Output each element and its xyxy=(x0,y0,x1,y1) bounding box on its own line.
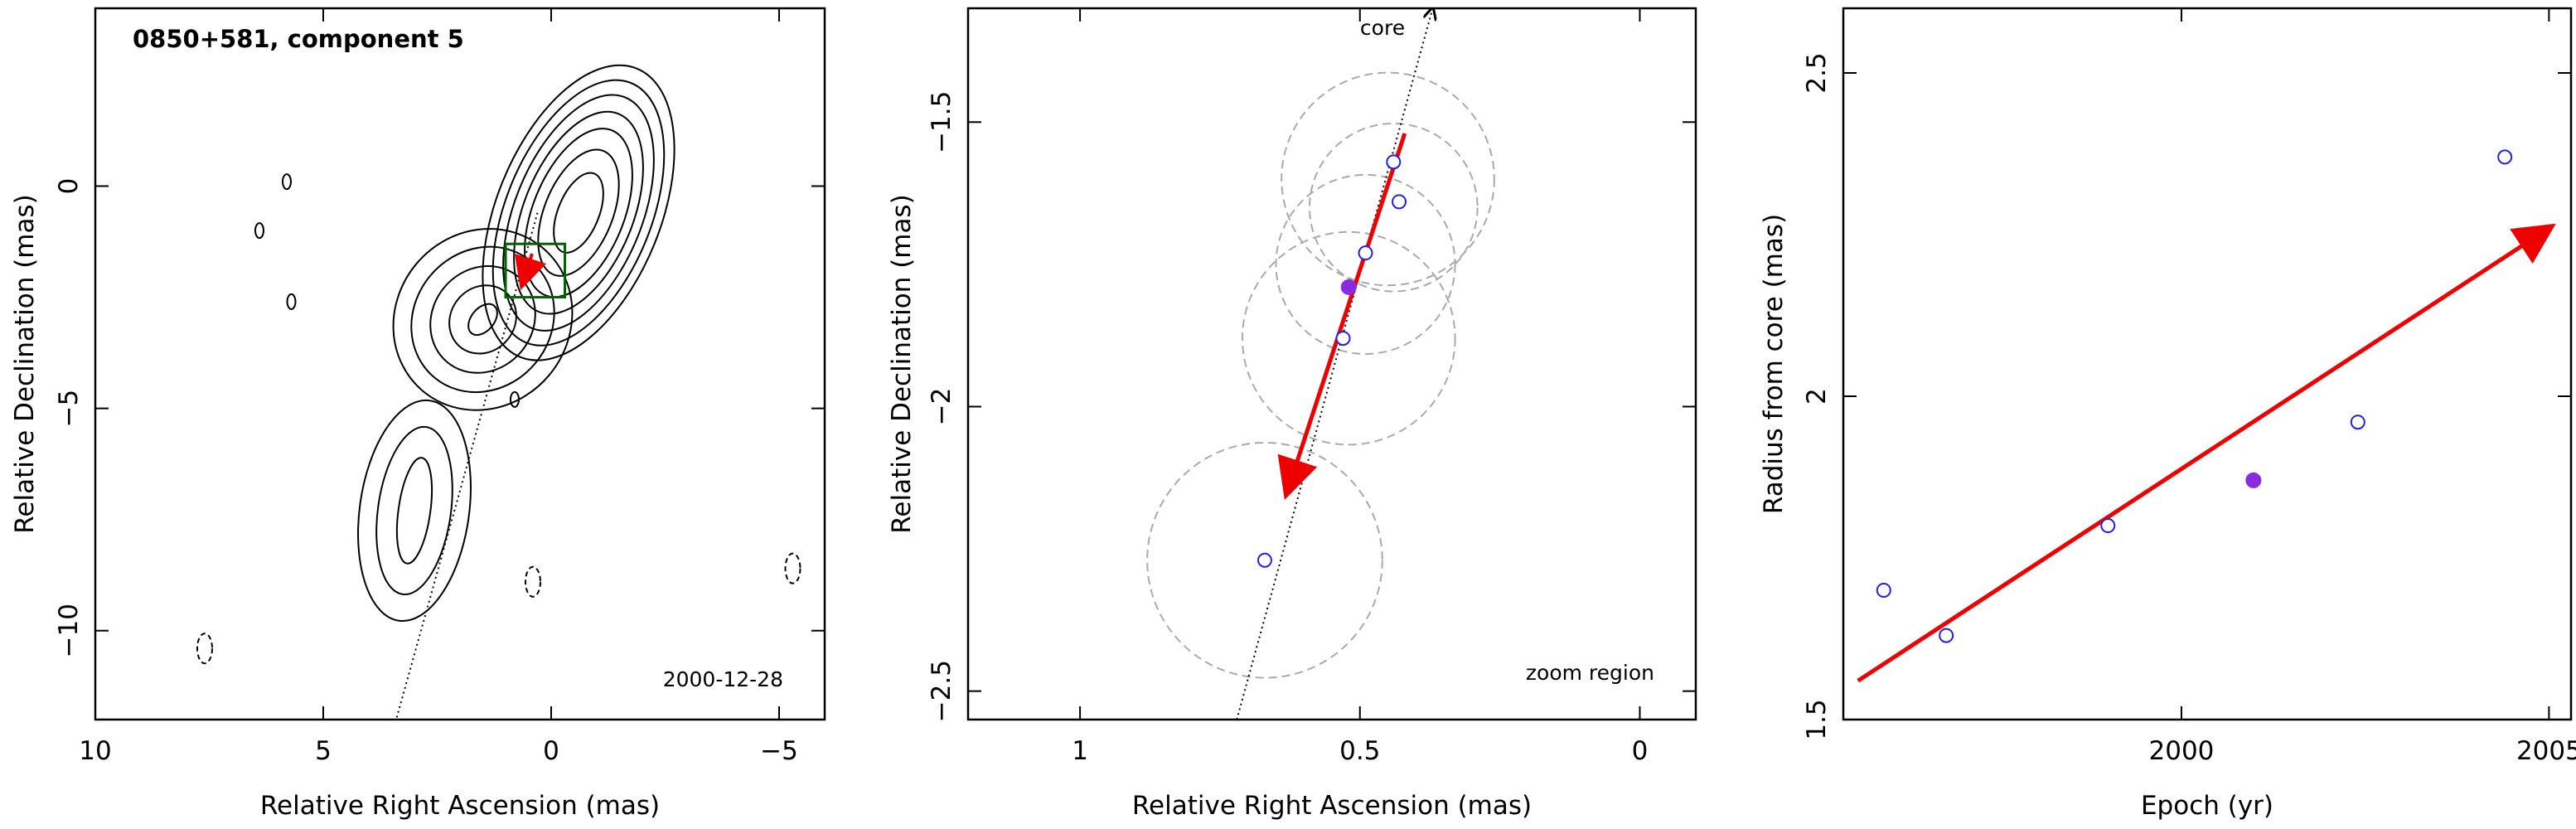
secondary-component-contour xyxy=(392,228,574,411)
right-x-tick-label: 2000 xyxy=(2149,736,2215,766)
middle-y-tick-label: −2 xyxy=(927,388,956,426)
radius-point xyxy=(1876,583,1891,598)
left-x-tick-label: 0 xyxy=(543,736,559,766)
radius-point xyxy=(2350,414,2365,430)
main-component-contour xyxy=(524,128,633,298)
left-y-tick-label: 0 xyxy=(54,178,84,195)
main-component-contour xyxy=(537,148,620,277)
middle-axis-ticks: 1 0.5 0 −1.5 −2 −2.5 xyxy=(927,8,1696,766)
lower-component-contour xyxy=(395,457,433,565)
main-component-contour xyxy=(502,94,655,332)
position-point xyxy=(1358,245,1373,261)
position-point xyxy=(1335,331,1351,347)
right-x-axis-label: Epoch (yr) xyxy=(2141,791,2273,821)
radius-point xyxy=(2100,518,2116,533)
fit-line xyxy=(1857,223,2556,683)
secondary-component-contour xyxy=(448,284,517,355)
jet-axis-line xyxy=(395,212,539,720)
middle-y-tick-label: −2.5 xyxy=(927,660,956,722)
left-x-tick-label: 10 xyxy=(79,736,111,766)
right-plot-area xyxy=(1857,149,2556,683)
middle-x-tick-label: 0.5 xyxy=(1339,736,1380,766)
plot-frame-left xyxy=(94,7,826,721)
right-y-tick-label: 1.5 xyxy=(1802,699,1832,739)
negative-contour xyxy=(196,633,213,665)
left-plot-area xyxy=(196,64,801,720)
left-y-tick-label: −10 xyxy=(54,604,84,657)
middle-x-tick-label: 1 xyxy=(1072,736,1088,766)
secondary-component-contour xyxy=(429,264,536,374)
motion-vector-middle xyxy=(1277,133,1407,500)
component-size-circle xyxy=(1146,441,1383,679)
left-axis-ticks: 10 5 0 −5 0 −5 −10 xyxy=(54,8,825,766)
left-x-axis-label: Relative Right Ascension (mas) xyxy=(260,791,660,821)
left-x-tick-label: −5 xyxy=(760,736,798,766)
position-point xyxy=(1392,194,1407,210)
right-x-tick-label: 2005 xyxy=(2516,736,2576,766)
plot-frame-middle xyxy=(966,7,1697,721)
middle-plot-area xyxy=(1146,8,1495,720)
position-point xyxy=(1257,552,1272,568)
main-component-contour xyxy=(482,64,675,361)
main-component-contour xyxy=(491,79,666,347)
middle-x-tick-label: 0 xyxy=(1632,736,1649,766)
jet-axis-line xyxy=(1236,8,1432,720)
middle-y-tick-label: −1.5 xyxy=(927,91,956,153)
component-size-circle xyxy=(1281,71,1495,287)
small-contour xyxy=(286,293,297,310)
plot-frame-right xyxy=(1842,7,2573,721)
small-contour xyxy=(254,222,264,240)
left-x-tick-label: 5 xyxy=(315,736,332,766)
small-contour xyxy=(282,173,292,191)
radius-point xyxy=(2497,149,2513,165)
middle-y-axis-label: Relative Declination (mas) xyxy=(887,194,917,534)
component-size-circle xyxy=(1308,122,1479,293)
left-panel-title: 0850+581, component 5 xyxy=(133,25,464,53)
left-y-axis-label: Relative Declination (mas) xyxy=(10,194,40,534)
panel-left: 10 5 0 −5 0 −5 −10 0850+581, component 5 2000-… xyxy=(10,7,826,821)
right-axis-ticks: 2000 2005 1.5 2 2.5 xyxy=(1802,8,2576,766)
core-annotation: core xyxy=(1360,16,1405,40)
right-y-axis-label: Radius from core (mas) xyxy=(1759,214,1789,514)
radius-point xyxy=(1939,628,1954,643)
radius-point-highlighted xyxy=(2245,472,2262,488)
component-size-circle xyxy=(1275,173,1456,355)
secondary-component-contour xyxy=(410,245,555,394)
main-component-contour xyxy=(513,110,644,315)
lower-component-contour xyxy=(375,425,453,596)
negative-contour xyxy=(525,565,541,598)
right-y-tick-label: 2.5 xyxy=(1802,52,1832,93)
right-y-tick-label: 2 xyxy=(1802,388,1832,405)
secondary-component-contour xyxy=(467,303,498,337)
zoom-region-box xyxy=(504,242,566,299)
middle-x-axis-label: Relative Right Ascension (mas) xyxy=(1132,791,1532,821)
lower-component-contour xyxy=(357,399,472,623)
motion-vector-left xyxy=(514,253,547,291)
negative-contour xyxy=(784,552,801,584)
zoom-region-annotation: zoom region xyxy=(1526,661,1654,685)
left-date-label: 2000-12-28 xyxy=(663,667,783,691)
position-point xyxy=(1386,154,1402,170)
component-size-circle xyxy=(1241,230,1456,446)
panel-right: 2000 2005 1.5 2 2.5 Epoch (yr) Radius from c… xyxy=(1759,7,2576,821)
panel-middle: 1 0.5 0 −1.5 −2 −2.5 core zoom region Relativ… xyxy=(887,7,1697,821)
small-contour xyxy=(510,390,520,408)
main-component-contour xyxy=(553,172,604,254)
position-point-highlighted xyxy=(1340,279,1357,295)
left-y-tick-label: −5 xyxy=(54,390,84,428)
